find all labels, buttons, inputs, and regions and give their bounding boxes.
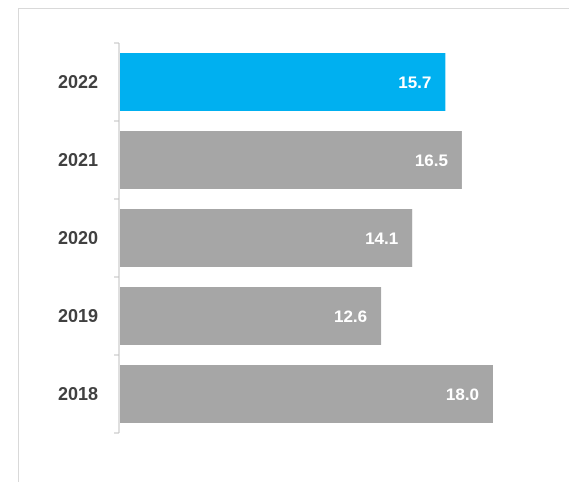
value-label-2021: 16.5 [415, 151, 448, 170]
bar-2018 [120, 365, 493, 423]
category-label-2019: 2019 [58, 306, 98, 326]
axis-layer [114, 42, 120, 434]
bar-2019 [120, 287, 382, 345]
category-label-2021: 2021 [58, 150, 98, 170]
category-label-2022: 2022 [58, 72, 98, 92]
chart-frame [18, 8, 569, 482]
value-label-2020: 14.1 [365, 229, 398, 248]
labels-layer: 2022 15.7 2021 16.5 2020 14.1 2019 12.6 2018 18.0 [58, 72, 479, 404]
bar-2020 [120, 209, 413, 267]
value-label-2019: 12.6 [334, 307, 367, 326]
bar-2021 [120, 131, 462, 189]
value-label-2018: 18.0 [446, 385, 479, 404]
category-label-2020: 2020 [58, 228, 98, 248]
bar-2022 [120, 53, 446, 111]
value-label-2022: 15.7 [398, 73, 431, 92]
bars-layer [120, 53, 493, 423]
category-label-2018: 2018 [58, 384, 98, 404]
